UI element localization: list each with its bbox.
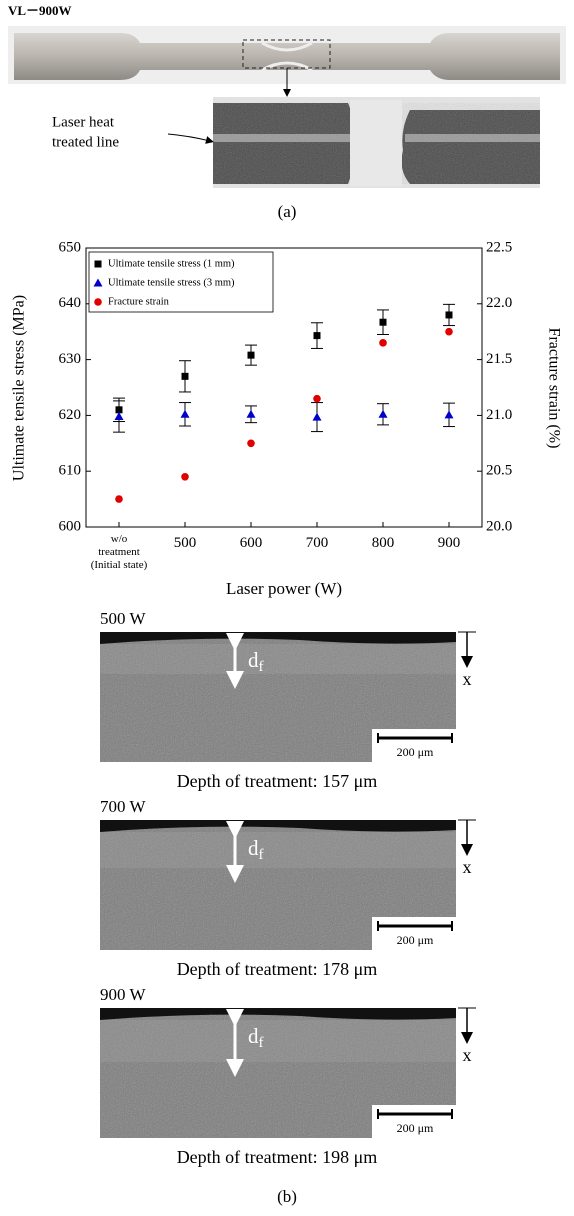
- point: [247, 351, 255, 359]
- point: [313, 394, 321, 403]
- y-tick-label: 630: [59, 351, 82, 367]
- y2-tick-label: 21.5: [486, 351, 512, 367]
- depth-symbol-main: d: [248, 1024, 259, 1048]
- y-axis-title: Ultimate tensile stress (MPa): [11, 295, 28, 481]
- point: [379, 339, 387, 347]
- scale-label: 200 μm: [397, 1121, 434, 1135]
- point: [181, 472, 189, 481]
- depth-symbol: df: [248, 648, 264, 676]
- x-axis-title: Laser power (W): [226, 579, 342, 598]
- point: [181, 372, 189, 380]
- treated-zone: [100, 1020, 456, 1062]
- panel-caption: Depth of treatment: 178 μm: [177, 959, 378, 979]
- caption: (b): [277, 1187, 297, 1206]
- power-label: 500 W: [100, 609, 146, 628]
- point: [379, 318, 387, 326]
- x-tick-label: w/o treatment (Initial state): [90, 533, 148, 571]
- legend-label: Ultimate tensile stress (3 mm): [108, 277, 235, 288]
- treated-line: [213, 134, 350, 142]
- point: [115, 495, 123, 503]
- point: [378, 409, 388, 418]
- specimen: [14, 33, 560, 80]
- annotation-arrow: [167, 133, 214, 144]
- scale-box: [372, 1105, 456, 1138]
- axis-symbol: x: [463, 1045, 472, 1065]
- depth-symbol-sub: f: [259, 847, 264, 863]
- point: [445, 311, 453, 319]
- y2-tick-label: 21.0: [486, 407, 512, 423]
- power-label: 700 W: [100, 797, 146, 816]
- legend-label: Ultimate tensile stress (1 mm): [108, 258, 235, 269]
- annotation: treated line: [52, 134, 119, 150]
- scale-box: [372, 917, 456, 950]
- treated-line: [405, 134, 540, 142]
- x-tick-label: 700: [305, 535, 329, 551]
- y2-tick-label: 22.5: [486, 239, 512, 255]
- depth-symbol: df: [248, 836, 264, 864]
- scale-label: 200 μm: [397, 933, 434, 947]
- treated-zone: [100, 832, 456, 868]
- y-tick-label: 640: [59, 295, 82, 311]
- treated-layer: [100, 632, 456, 644]
- axis-symbol: x: [463, 857, 472, 877]
- scale-box: [372, 729, 456, 762]
- y-tick-label: 600: [59, 518, 82, 534]
- treated-zone: [100, 644, 456, 674]
- panel-caption: Depth of treatment: 198 μm: [177, 1147, 378, 1167]
- point: [313, 332, 321, 340]
- power-label: 900 W: [100, 985, 146, 1004]
- axis-symbol: x: [463, 669, 472, 689]
- gap: [350, 100, 402, 186]
- point: [180, 409, 190, 418]
- zoom-box: [242, 39, 331, 69]
- legend-label: Fracture strain: [108, 296, 170, 307]
- x-tick-label: 900: [437, 535, 461, 551]
- y-tick-label: 650: [59, 239, 82, 255]
- x-tick-label: 500: [173, 535, 197, 551]
- point: [246, 409, 256, 418]
- treated-layer: [100, 820, 456, 832]
- point: [312, 412, 322, 421]
- panel-caption: Depth of treatment: 157 μm: [177, 771, 378, 791]
- y-tick-label: 610: [59, 463, 82, 479]
- depth-symbol-main: d: [248, 836, 259, 860]
- caption: (a): [278, 202, 297, 221]
- scale-label: 200 μm: [397, 745, 434, 759]
- specimen-label: VL－900W: [8, 3, 72, 18]
- x-tick-label: 800: [371, 535, 395, 551]
- depth-symbol-sub: f: [259, 659, 264, 675]
- depth-symbol: df: [248, 1024, 264, 1052]
- annotation: Laser heat: [52, 114, 115, 130]
- y2-tick-label: 22.0: [486, 295, 512, 311]
- point: [444, 410, 454, 419]
- y-tick-label: 620: [59, 407, 82, 423]
- y2-tick-label: 20.5: [486, 463, 512, 479]
- point: [445, 327, 453, 336]
- depth-symbol-main: d: [248, 648, 259, 672]
- point: [247, 439, 255, 448]
- y2-axis-title: Fracture strain (%): [545, 328, 562, 449]
- y2-tick-label: 20.0: [486, 518, 512, 534]
- legend-marker: [94, 298, 102, 306]
- legend-box: [88, 251, 274, 313]
- point: [114, 412, 124, 421]
- legend-marker: [94, 260, 102, 268]
- x-tick-label: 600: [239, 535, 263, 551]
- plot-frame: [85, 247, 483, 528]
- legend-marker: [93, 278, 103, 287]
- treated-layer: [100, 1008, 456, 1020]
- depth-symbol-sub: f: [259, 1035, 264, 1051]
